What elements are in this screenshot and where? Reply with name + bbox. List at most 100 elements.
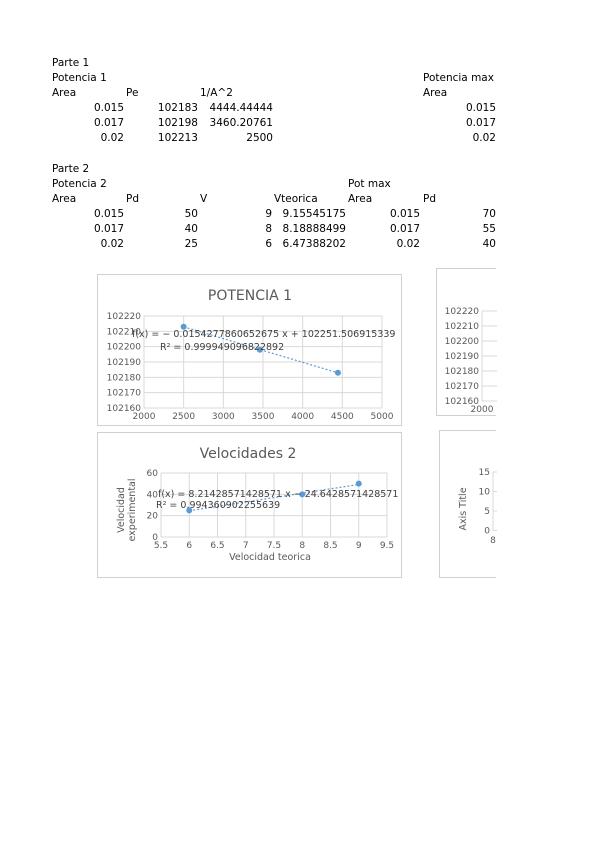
part1-max-header: Area [423, 87, 448, 99]
chart-title: Velocidades 2 [200, 446, 297, 462]
x-tick-label: 3500 [252, 412, 275, 422]
y-tick-label: 102160 [107, 404, 142, 414]
y-tick-label: 15 [479, 468, 490, 478]
chart-partial-right-bottom[interactable]: Axis Title 15 10 5 0 8 [439, 430, 497, 578]
part2-cell: 6.47388202 [282, 238, 346, 250]
part2-header-pd: Pd [126, 193, 139, 205]
x-tick-label: 6 [186, 541, 192, 551]
x-tick-label: 8.5 [323, 541, 337, 551]
x-tick-label: 2500 [172, 412, 195, 422]
y-tick-label: 102220 [107, 312, 142, 322]
part1-max-title: Potencia max [423, 72, 494, 84]
part1-subtitle: Potencia 1 [52, 72, 107, 84]
x-tick-label: 8 [490, 536, 496, 546]
x-tick-label: 5.5 [154, 541, 168, 551]
x-tick-label: 6.5 [210, 541, 224, 551]
trendline-r2: R² = 0.994360902255639 [156, 500, 280, 511]
x-tick-label: 2000 [471, 405, 494, 415]
data-point[interactable] [334, 369, 341, 376]
x-tick-label: 4500 [331, 412, 354, 422]
part1-title: Parte 1 [52, 57, 90, 69]
part1-max-cell: 0.015 [465, 102, 496, 114]
part2-cell: 0.015 [389, 208, 420, 220]
part2-cell: 0.015 [93, 208, 124, 220]
y-tick-label: 102210 [445, 322, 480, 332]
part2-cell: 0.017 [93, 223, 124, 235]
part1-cell: 0.02 [100, 132, 124, 144]
part2-pot-max-title: Pot max [348, 178, 391, 190]
part2-cell: 8 [265, 223, 272, 235]
y-tick-label: 60 [147, 469, 159, 479]
y-tick-label: 102190 [445, 352, 480, 362]
y-tick-label: 102190 [107, 358, 142, 368]
x-tick-label: 5000 [371, 412, 394, 422]
part2-header-v: V [200, 193, 208, 205]
data-point[interactable] [186, 507, 193, 514]
y-tick-label: 102210 [107, 327, 142, 337]
part1-header-inv-area: 1/A^2 [200, 87, 233, 99]
part1-cell: 102213 [157, 132, 198, 144]
data-point[interactable] [355, 480, 362, 487]
x-tick-label: 2000 [133, 412, 156, 422]
part2-cell: 6 [265, 238, 272, 250]
part2-cell: 70 [482, 208, 496, 220]
part1-cell: 2500 [246, 132, 273, 144]
chart-partial-svg: 102220 102210 102200 102190 102180 102170 1021… [445, 307, 497, 415]
y-tick-label: 20 [147, 512, 159, 522]
y-tick-label: 102180 [445, 367, 480, 377]
trendline [189, 483, 359, 512]
y-axis-label: Velocidad [116, 487, 127, 533]
chart-velocidades2[interactable]: Velocidades 2 0 20 40 60 5.5 6 6.5 7 7.5 8 8.5 9 9.5… [97, 432, 402, 578]
y-axis-label: experimental [127, 478, 138, 541]
part1-header-pe: Pe [126, 87, 139, 99]
part2-header-vteorica: Vteorica [274, 193, 318, 205]
x-tick-label: 8 [299, 541, 305, 551]
trendline-equation: f(x) = 8.21428571428571 x − 24.642857142… [158, 489, 398, 500]
part1-cell: 3460.20761 [209, 117, 273, 129]
x-tick-label: 7 [243, 541, 249, 551]
part2-cell: 25 [184, 238, 198, 250]
part1-cell: 0.017 [93, 117, 124, 129]
y-tick-label: 102200 [445, 337, 480, 347]
part2-cell: 8.18888499 [282, 223, 346, 235]
data-point[interactable] [299, 491, 306, 498]
y-tick-label: 0 [152, 533, 158, 543]
y-tick-label: 102170 [445, 382, 480, 392]
y-tick-label: 40 [147, 490, 159, 500]
part2-cell: 40 [184, 223, 198, 235]
part2-cell: 40 [482, 238, 496, 250]
y-tick-label: 102180 [107, 373, 142, 383]
y-tick-label: 102170 [107, 389, 142, 399]
part1-cell: 102198 [157, 117, 198, 129]
y-tick-label: 10 [479, 488, 491, 498]
part2-cell: 50 [184, 208, 198, 220]
y-axis-label: Axis Title [458, 487, 469, 530]
part1-max-cell: 0.017 [465, 117, 496, 129]
data-point[interactable] [180, 323, 187, 330]
trendline-equation: f(x) = − 0.0154277860652675 x + 102251.5… [132, 329, 395, 340]
x-tick-label: 9.5 [380, 541, 394, 551]
part2-subtitle: Potencia 2 [52, 178, 107, 190]
chart-potencia1[interactable]: POTENCIA 1 102160 102170 102180 102190 10220… [97, 274, 402, 426]
y-tick-label: 5 [484, 507, 490, 517]
x-tick-label: 7.5 [267, 541, 281, 551]
part2-cell: 9 [265, 208, 272, 220]
chart-potencia1-svg: POTENCIA 1 102160 102170 102180 102190 10220… [107, 288, 396, 422]
x-tick-label: 4000 [291, 412, 314, 422]
part1-cell: 0.015 [93, 102, 124, 114]
chart-partial-svg: Axis Title 15 10 5 08 [458, 468, 497, 546]
part2-header-area-max: Area [348, 193, 373, 205]
y-tick-label: 102160 [445, 397, 480, 407]
chart-title: POTENCIA 1 [208, 288, 292, 304]
part2-cell: 55 [482, 223, 496, 235]
part1-header-area: Area [52, 87, 77, 99]
y-tick-label: 102220 [445, 307, 480, 317]
part1-cell: 4444.44444 [209, 102, 273, 114]
part2-cell: 0.02 [396, 238, 420, 250]
part2-header-pd-max: Pd [423, 193, 436, 205]
chart-velocidades2-svg: Velocidades 2 0 20 40 60 5.5 6 6.5 7 7.5 8 8.5 9 9.5… [116, 446, 398, 563]
data-point[interactable] [256, 346, 263, 353]
part2-cell: 0.02 [100, 238, 124, 250]
part1-cell: 102183 [157, 102, 198, 114]
chart-partial-right-top[interactable]: 102220 102210 102200 102190 102180 102170 1021… [436, 268, 497, 416]
